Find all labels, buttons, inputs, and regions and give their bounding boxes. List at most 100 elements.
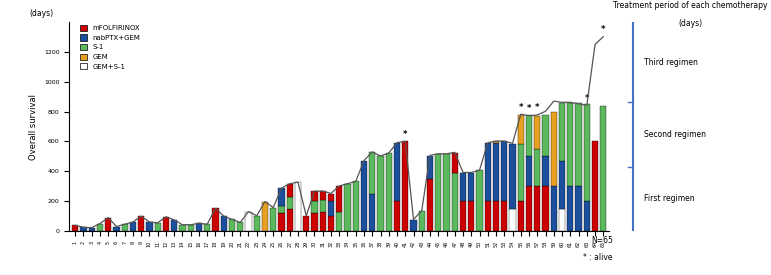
Bar (419, 211, 425, 231)
Bar (510, 209, 516, 231)
Bar (575, 186, 581, 231)
Bar (567, 186, 574, 231)
Bar (559, 103, 565, 161)
Bar (517, 115, 524, 144)
Bar (410, 219, 416, 231)
Bar (485, 201, 491, 231)
Bar (534, 149, 540, 186)
Bar (378, 156, 384, 231)
Bar (287, 197, 293, 209)
Bar (287, 209, 293, 231)
Bar (534, 186, 540, 231)
Bar (452, 153, 458, 173)
Bar (295, 182, 301, 231)
Bar (369, 194, 375, 231)
Bar (196, 223, 202, 231)
Bar (510, 144, 516, 209)
Text: (days): (days) (29, 9, 53, 18)
Bar (559, 209, 565, 231)
Bar (493, 201, 499, 231)
Bar (550, 112, 557, 186)
Bar (270, 208, 276, 231)
Bar (180, 225, 186, 231)
Bar (543, 186, 549, 231)
Bar (163, 217, 169, 231)
Bar (517, 144, 524, 201)
Bar (311, 201, 318, 213)
Bar (113, 227, 120, 231)
Bar (212, 208, 218, 231)
Text: *: * (601, 25, 605, 34)
Bar (584, 201, 590, 231)
Bar (526, 115, 532, 156)
Bar (460, 173, 466, 201)
Bar (543, 156, 549, 186)
Bar (435, 154, 441, 231)
Bar (237, 222, 244, 231)
Bar (369, 152, 375, 194)
Text: First regimen: First regimen (644, 194, 695, 203)
Bar (221, 216, 227, 231)
Bar (575, 103, 581, 186)
Text: (days): (days) (678, 19, 702, 28)
Text: *: * (527, 104, 531, 113)
Bar (204, 224, 210, 231)
Bar (526, 186, 532, 231)
Bar (287, 184, 293, 197)
Bar (171, 220, 177, 231)
Bar (526, 156, 532, 186)
Bar (345, 184, 351, 231)
Text: Third regimen: Third regimen (644, 58, 698, 67)
Legend: mFOLFIRINOX, nabPTX+GEM, S-1, GEM, GEM+S-1: mFOLFIRINOX, nabPTX+GEM, S-1, GEM, GEM+S… (79, 23, 141, 71)
Bar (320, 200, 326, 211)
Bar (229, 219, 235, 231)
Text: *: * (584, 94, 589, 103)
Bar (278, 213, 284, 231)
Bar (567, 103, 574, 186)
Bar (468, 201, 474, 231)
Bar (187, 225, 194, 231)
Y-axis label: Overall survival: Overall survival (29, 94, 39, 160)
Bar (146, 222, 153, 231)
Bar (493, 143, 499, 201)
Bar (336, 186, 342, 211)
Bar (278, 206, 284, 213)
Bar (468, 173, 474, 201)
Bar (97, 224, 103, 231)
Bar (394, 143, 400, 201)
Bar (600, 106, 607, 231)
Bar (303, 216, 309, 231)
Bar (254, 216, 260, 231)
Bar (89, 228, 95, 231)
Bar (402, 141, 409, 231)
Bar (427, 156, 433, 179)
Bar (443, 154, 449, 231)
Bar (534, 116, 540, 149)
Bar (427, 179, 433, 231)
Bar (517, 201, 524, 231)
Bar (352, 182, 359, 231)
Bar (584, 104, 590, 201)
Bar (361, 161, 367, 231)
Bar (72, 225, 79, 231)
Bar (460, 201, 466, 231)
Bar (262, 202, 268, 231)
Bar (559, 161, 565, 209)
Text: *: * (535, 103, 540, 112)
Bar (311, 191, 318, 201)
Bar (485, 143, 491, 201)
Bar (130, 222, 136, 231)
Bar (328, 216, 334, 231)
Text: Second regimen: Second regimen (644, 130, 705, 139)
Bar (105, 218, 111, 231)
Text: * : alive: * : alive (584, 253, 613, 262)
Bar (155, 223, 161, 231)
Bar (320, 211, 326, 231)
Bar (245, 211, 251, 231)
Bar (452, 173, 458, 231)
Text: *: * (403, 130, 408, 139)
Bar (501, 141, 507, 201)
Bar (501, 201, 507, 231)
Bar (311, 213, 318, 231)
Bar (550, 186, 557, 231)
